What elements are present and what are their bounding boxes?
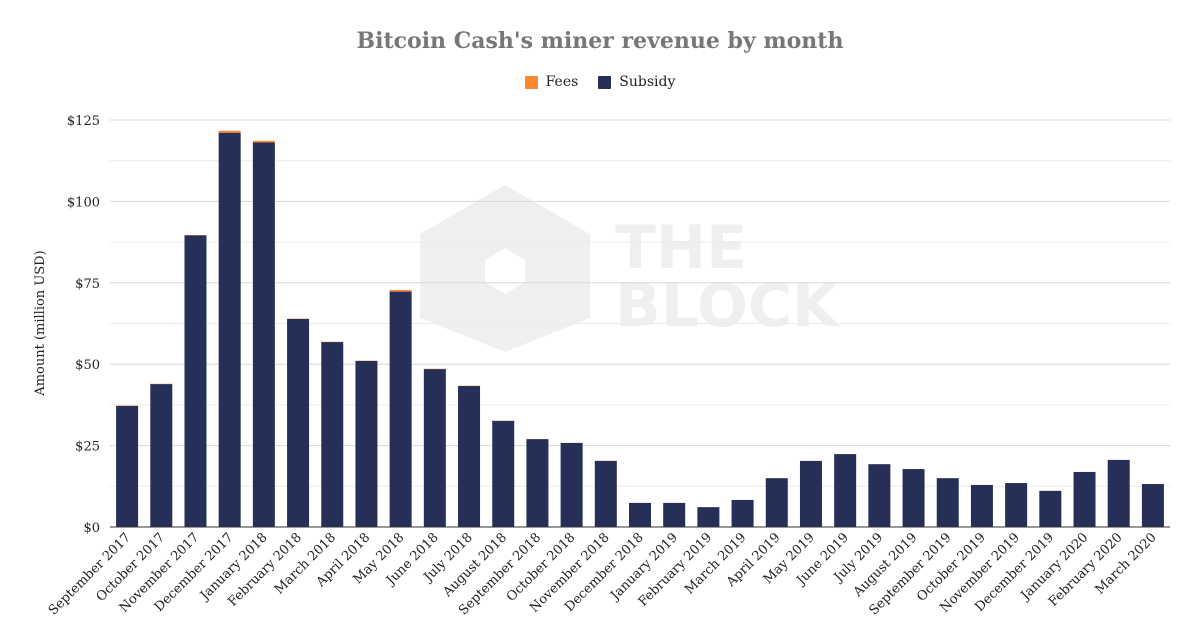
bar-subsidy: [458, 386, 481, 527]
y-tick-label: $125: [67, 114, 100, 129]
bar-subsidy: [1005, 483, 1028, 527]
y-axis-label: Amount (million USD): [33, 250, 48, 396]
bar-subsidy: [423, 369, 446, 527]
svg-text:THE: THE: [615, 213, 747, 283]
y-tick-label: $25: [75, 440, 100, 455]
bar-subsidy: [697, 507, 720, 527]
y-tick-label: $100: [67, 195, 100, 210]
bar-subsidy: [355, 360, 378, 527]
legend-swatch-subsidy: [598, 75, 612, 89]
bar-fees: [218, 130, 241, 133]
chart-title: Bitcoin Cash's miner revenue by month: [356, 28, 844, 54]
bar-subsidy: [252, 142, 275, 527]
bar-subsidy: [560, 442, 583, 527]
bar-subsidy: [1073, 471, 1096, 527]
bar-subsidy: [663, 502, 686, 527]
bar-subsidy: [936, 478, 959, 527]
y-tick-label: $0: [83, 521, 100, 536]
bar-subsidy: [731, 499, 754, 527]
bar-subsidy: [765, 478, 788, 527]
bar-subsidy: [218, 132, 241, 527]
bar-subsidy: [1141, 484, 1164, 527]
bar-subsidy: [629, 502, 651, 527]
legend-label-fees: Fees: [545, 74, 579, 90]
legend-item-fees[interactable]: Fees: [524, 74, 579, 90]
bar-subsidy: [321, 342, 344, 527]
svg-text:BLOCK: BLOCK: [615, 271, 841, 341]
bar-subsidy: [389, 291, 412, 527]
bar-subsidy: [970, 484, 993, 527]
bar-subsidy: [184, 235, 207, 528]
y-tick-label: $75: [75, 277, 100, 292]
bar-subsidy: [834, 454, 857, 527]
legend-label-subsidy: Subsidy: [619, 74, 676, 90]
bar-fees: [252, 140, 275, 143]
bar-subsidy: [902, 469, 925, 527]
bar-subsidy: [116, 405, 139, 527]
bar-subsidy: [1039, 490, 1062, 527]
legend-item-subsidy[interactable]: Subsidy: [598, 74, 675, 90]
bar-subsidy: [799, 460, 822, 527]
legend-swatch-fees: [524, 75, 538, 89]
y-tick-label: $50: [75, 358, 100, 373]
legend: Fees Subsidy: [0, 74, 1200, 90]
bar-subsidy: [287, 318, 310, 527]
bar-subsidy: [1107, 459, 1130, 527]
bar-subsidy: [868, 464, 891, 527]
bar-subsidy: [594, 460, 617, 527]
bar-fees: [389, 289, 412, 292]
bar-subsidy: [492, 420, 515, 527]
x-tick-label: March 2020: [1092, 530, 1159, 597]
bar-subsidy: [526, 439, 549, 527]
bar-subsidy: [150, 384, 173, 527]
